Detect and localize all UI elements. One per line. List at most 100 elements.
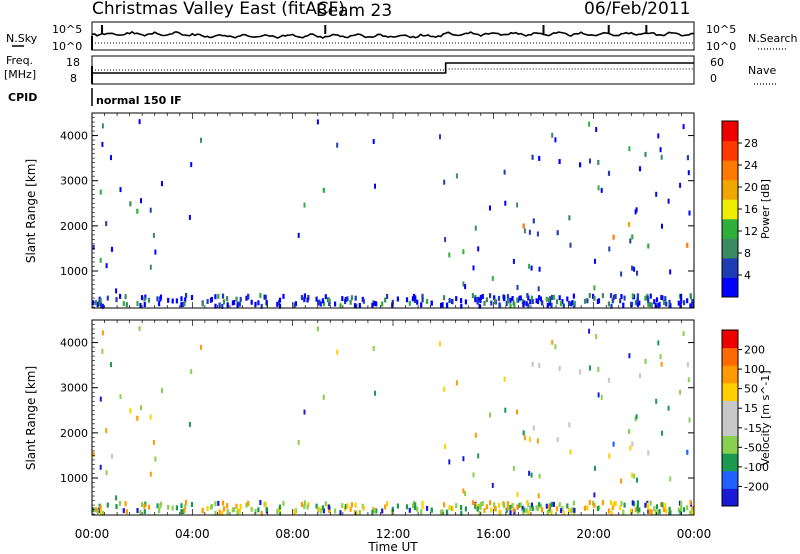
- nsky-line: [91, 30, 695, 39]
- power-scatter-cell: [588, 293, 591, 298]
- velocity-scatter-cell: [509, 510, 512, 516]
- power-colorbar-label: Power [dB]: [759, 179, 772, 239]
- velocity-scatter-cell: [650, 509, 653, 515]
- power-scatter-cell: [635, 207, 638, 213]
- power-scatter-cell: [238, 301, 241, 307]
- velocity-scatter-cell: [669, 476, 672, 482]
- velocity-scatter-cell: [506, 505, 510, 511]
- power-scatter-cell: [628, 222, 631, 227]
- velocity-scatter-cell: [667, 405, 670, 411]
- velocity-scatter-cell: [448, 459, 451, 465]
- velocity-scatter-cell: [119, 500, 122, 506]
- velocity-scatter-cell: [479, 505, 482, 510]
- velocity-scatter-cell: [688, 417, 691, 423]
- power-y-ticks: 1000 2000 3000 4000: [60, 112, 694, 308]
- power-scatter-cell: [659, 147, 662, 153]
- velocity-scatter-cell: [226, 509, 229, 515]
- velocity-scatter-cell: [593, 502, 596, 508]
- power-scatter-cell: [334, 301, 337, 307]
- power-scatter-cell: [497, 295, 501, 301]
- velocity-scatter-cell: [586, 505, 589, 511]
- velocity-scatter-cell: [416, 506, 419, 512]
- velocity-scatter-cell: [478, 510, 481, 516]
- nsearch-tick-bottom: 10^0: [706, 40, 736, 53]
- time-tick-label: 00:00: [75, 527, 110, 541]
- power-scatter-cell: [414, 295, 417, 301]
- power-scatter-cell: [566, 296, 569, 302]
- freq-panel: Freq. [MHz] 18 8 Nave 60 0: [4, 54, 776, 85]
- power-y-tick-label: 2000: [60, 220, 88, 233]
- velocity-scatter-cell: [589, 365, 591, 371]
- velocity-scatter-cell: [180, 509, 183, 515]
- power-scatter-cell: [140, 198, 142, 204]
- velocity-x-ticks: [91, 320, 695, 515]
- power-scatter-cell: [420, 302, 423, 308]
- velocity-scatter-cell: [474, 432, 477, 438]
- velocity-scatter-cell: [619, 505, 622, 511]
- power-scatter-cell: [506, 298, 510, 304]
- velocity-scatter-cell: [551, 501, 554, 507]
- velocity-scatter-cell: [669, 510, 672, 516]
- power-scatter-cell: [657, 133, 660, 139]
- velocity-scatter-cell: [554, 344, 557, 350]
- velocity-scatter-cell: [594, 465, 596, 471]
- velocity-scatter-cell: [614, 501, 617, 506]
- power-scatter-cell: [101, 303, 104, 309]
- velocity-scatter-cell: [623, 502, 626, 508]
- velocity-scatter-cell: [657, 340, 660, 346]
- power-scatter-cell: [319, 301, 322, 307]
- velocity-scatter-cell: [592, 500, 595, 506]
- power-scatter-cell: [653, 299, 656, 305]
- power-scatter-cell: [649, 293, 652, 299]
- power-scatter-cell: [94, 300, 98, 306]
- power-scatter-cell: [523, 300, 526, 306]
- power-scatter-cell: [373, 301, 376, 306]
- velocity-scatter-cell: [566, 503, 569, 509]
- nsky-panel: N.Sky 10^5 10^0 N.Search 10^5 10^0: [6, 21, 798, 53]
- power-scatter-cell: [324, 294, 327, 300]
- power-scatter-cell: [99, 189, 102, 195]
- velocity-scatter-cell: [250, 506, 253, 512]
- power-scatter-cell: [264, 294, 267, 300]
- power-scatter-cell: [231, 300, 234, 306]
- power-scatter-cell: [147, 297, 151, 303]
- power-scatter-cell: [528, 229, 531, 235]
- velocity-scatter-cell: [647, 450, 650, 456]
- power-scatter-cell: [391, 302, 394, 308]
- power-scatter-cell: [682, 124, 685, 130]
- power-scatter-cell: [559, 301, 563, 307]
- power-scatter-cell: [556, 230, 559, 236]
- power-scatter-cell: [254, 301, 257, 307]
- velocity-scatter-cell: [595, 334, 598, 339]
- power-scatter-cell: [609, 293, 613, 299]
- power-scatter-cell: [110, 246, 114, 252]
- velocity-scatter-cell: [569, 449, 572, 455]
- velocity-scatter-cell: [519, 502, 522, 508]
- power-scatter-cell: [250, 299, 253, 305]
- power-scatter-cell: [138, 119, 141, 125]
- power-scatter-cell: [661, 295, 664, 301]
- time-tick-label: 16:00: [476, 527, 511, 541]
- velocity-colorbar: 200 100 50 15 -15 -50 -100 -200 Velocity [m s^-…: [721, 329, 772, 507]
- power-scatter-cell: [636, 298, 639, 304]
- velocity-scatter-cell: [638, 507, 641, 513]
- power-scatter-cell: [506, 294, 510, 300]
- velocity-scatter-cell: [136, 508, 139, 513]
- time-axis-labels: 00:00 04:00 08:00 12:00 16:00 20:00 00:00: [75, 527, 712, 541]
- power-scatter-cell: [441, 302, 444, 308]
- velocity-scatter-cell: [105, 470, 108, 476]
- power-scatter-cell: [583, 298, 587, 304]
- velocity-scatter-cell: [464, 506, 467, 512]
- velocity-scatter-cell: [222, 506, 226, 512]
- power-scatter-cell: [303, 202, 306, 208]
- power-colorbar-swatches: [722, 121, 738, 298]
- power-scatter-cell: [479, 298, 482, 303]
- velocity-scatter-cell: [92, 451, 95, 457]
- velocity-scatter-cell: [96, 509, 99, 515]
- power-scatter-cell: [558, 295, 561, 301]
- power-scatter-cell: [105, 221, 108, 227]
- velocity-scatter-cell: [682, 331, 685, 337]
- power-scatter-cell: [353, 303, 357, 309]
- velocity-scatter-cell: [175, 505, 178, 511]
- power-scatter-cell: [448, 252, 451, 258]
